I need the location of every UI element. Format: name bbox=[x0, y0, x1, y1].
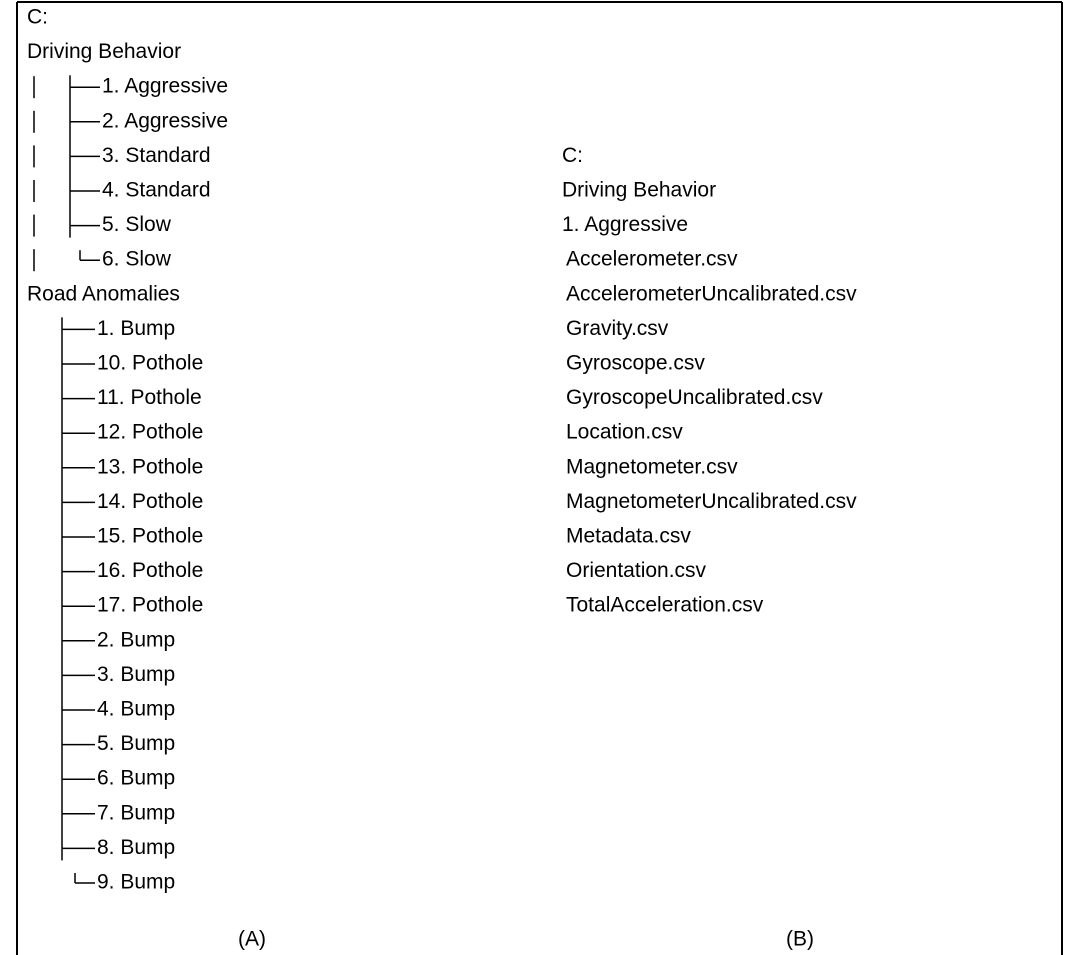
item-label: 1. Aggressive bbox=[102, 75, 228, 98]
subfolder-label: 1. Aggressive bbox=[562, 213, 688, 236]
item-label: 7. Bump bbox=[97, 801, 175, 824]
item-label: 5. Bump bbox=[97, 732, 175, 755]
caption: (A) bbox=[238, 928, 266, 951]
item-label: 3. Standard bbox=[102, 144, 211, 167]
folder-label: Road Anomalies bbox=[27, 282, 180, 305]
item-label: 17. Pothole bbox=[97, 594, 203, 617]
item-label: 2. Aggressive bbox=[102, 109, 228, 132]
root-label: C: bbox=[27, 6, 48, 29]
item-label: 3. Bump bbox=[97, 663, 175, 686]
item-label: 4. Bump bbox=[97, 698, 175, 721]
item-label: 11. Pothole bbox=[97, 386, 202, 409]
file-label: Location.csv bbox=[566, 421, 683, 444]
file-label: MagnetometerUncalibrated.csv bbox=[566, 490, 857, 513]
item-label: 8. Bump bbox=[97, 836, 175, 859]
item-label: 15. Pothole bbox=[97, 525, 203, 548]
file-label: Orientation.csv bbox=[566, 559, 707, 582]
folder-label: Driving Behavior bbox=[562, 179, 716, 202]
item-label: 12. Pothole bbox=[97, 421, 203, 444]
file-label: Gyroscope.csv bbox=[566, 352, 705, 375]
folder-label: Driving Behavior bbox=[27, 40, 181, 63]
item-label: 14. Pothole bbox=[97, 490, 203, 513]
item-label: 1. Bump bbox=[97, 317, 175, 340]
item-label: 6. Slow bbox=[102, 248, 172, 271]
caption: (B) bbox=[786, 928, 814, 951]
file-label: Accelerometer.csv bbox=[566, 248, 738, 271]
item-label: 13. Pothole bbox=[97, 455, 203, 478]
file-label: Magnetometer.csv bbox=[566, 455, 738, 478]
item-label: 5. Slow bbox=[102, 213, 172, 236]
item-label: 16. Pothole bbox=[97, 559, 203, 582]
file-label: TotalAcceleration.csv bbox=[566, 594, 764, 617]
item-label: 9. Bump bbox=[97, 871, 175, 894]
item-label: 6. Bump bbox=[97, 767, 175, 790]
file-label: GyroscopeUncalibrated.csv bbox=[566, 386, 823, 409]
file-label: AccelerometerUncalibrated.csv bbox=[566, 282, 857, 305]
root-label: C: bbox=[562, 144, 583, 167]
file-label: Metadata.csv bbox=[566, 525, 691, 548]
item-label: 4. Standard bbox=[102, 179, 211, 202]
item-label: 2. Bump bbox=[97, 628, 175, 651]
file-label: Gravity.csv bbox=[566, 317, 669, 340]
item-label: 10. Pothole bbox=[97, 352, 203, 375]
